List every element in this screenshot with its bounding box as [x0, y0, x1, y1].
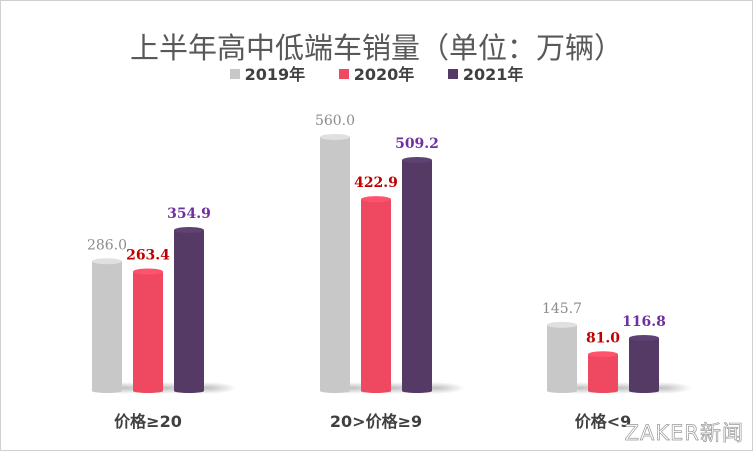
bar-bottom — [361, 389, 391, 393]
bar-2019年-1 — [320, 137, 350, 391]
bar-2021年-2 — [629, 338, 659, 391]
bar-bottom — [588, 389, 618, 393]
watermark: ZAKER新闻 — [624, 421, 744, 446]
bar-2020年-0 — [133, 271, 163, 391]
bar-top — [92, 258, 122, 265]
bar-bottom — [92, 389, 122, 393]
category-label: 价格<9 — [575, 412, 632, 431]
bar-top — [174, 227, 204, 234]
data-label: 116.8 — [622, 314, 666, 330]
data-label: 263.4 — [126, 248, 170, 264]
bar-top — [629, 335, 659, 342]
legend-swatch — [229, 69, 240, 79]
legend-swatch — [447, 69, 458, 79]
legend-label: 2020年 — [353, 65, 415, 84]
bar-2021年-0 — [174, 230, 204, 391]
data-label: 422.9 — [354, 175, 398, 191]
bar-2020年-2 — [588, 354, 618, 391]
bar-2021年-1 — [402, 160, 432, 391]
bar-2020年-1 — [361, 199, 391, 391]
legend-item-2019: 2019年 — [229, 61, 306, 85]
legend: 2019年 2020年 2021年 — [1, 61, 752, 85]
legend-label: 2021年 — [462, 65, 524, 84]
bar-top — [402, 157, 432, 164]
bar-top — [547, 321, 577, 328]
bar-2019年-0 — [92, 261, 122, 391]
bar-bottom — [320, 389, 350, 393]
bar-bottom — [133, 389, 163, 393]
data-label: 145.7 — [542, 301, 582, 317]
bar-bottom — [629, 389, 659, 393]
category-label: 价格≥20 — [114, 412, 182, 431]
bar-top — [133, 268, 163, 275]
category-label: 20>价格≥9 — [330, 412, 422, 431]
bar-top — [320, 134, 350, 140]
data-label: 560.0 — [315, 113, 355, 129]
legend-swatch — [338, 69, 349, 79]
legend-label: 2019年 — [244, 65, 306, 84]
legend-item-2021: 2021年 — [447, 61, 524, 85]
legend-item-2020: 2020年 — [338, 61, 415, 85]
data-label: 509.2 — [395, 136, 439, 152]
chart-title: 上半年高中低端车销量（单位：万辆） — [129, 31, 623, 65]
bar-bottom — [402, 389, 432, 393]
data-label: 286.0 — [87, 237, 127, 253]
bar-bottom — [174, 389, 204, 393]
data-label: 354.9 — [167, 206, 211, 222]
bar-top — [361, 196, 391, 203]
bar-bottom — [547, 389, 577, 393]
data-label: 81.0 — [586, 330, 620, 346]
bar-top — [588, 351, 618, 358]
bar-2019年-2 — [547, 324, 577, 391]
